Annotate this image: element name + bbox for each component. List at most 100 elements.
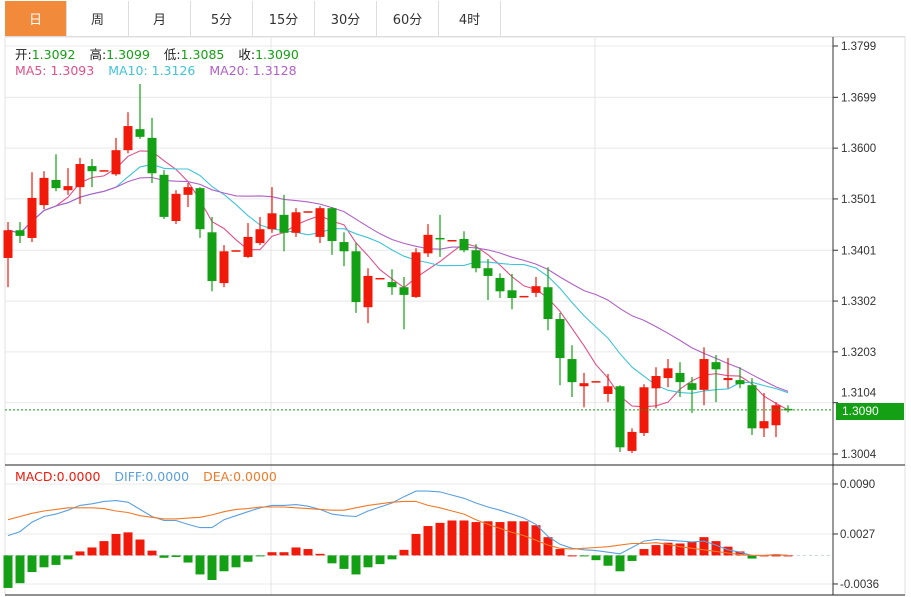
candle: [27, 172, 37, 243]
candle: [663, 359, 673, 388]
tab-30min[interactable]: 30分: [315, 1, 377, 36]
macd-bar: [399, 549, 409, 556]
candle: [219, 245, 229, 288]
tab-15min[interactable]: 15分: [253, 1, 315, 36]
candle: [195, 187, 205, 238]
candle: [567, 345, 577, 398]
candle-body: [519, 295, 529, 298]
candle-body: [111, 150, 121, 175]
candle-body: [135, 129, 145, 137]
candle-body: [243, 236, 253, 257]
macd-legend: MACD:0.0000 DIFF:0.0000 DEA:0.0000: [15, 469, 287, 484]
candle-body: [315, 208, 325, 237]
ohlc-legend: 开:1.3092 高:1.3099 低:1.3085 收:1.3090: [15, 44, 309, 63]
tab-5min[interactable]: 5分: [191, 1, 253, 36]
candle: [339, 232, 349, 267]
open-label: 开:: [15, 47, 32, 62]
candle-body: [507, 290, 517, 298]
macd-bar: [183, 555, 193, 563]
candle-body: [123, 126, 133, 151]
candle: [483, 258, 493, 301]
dea-value: DEA:0.0000: [203, 469, 277, 484]
price-tick-label: 1.3799: [841, 41, 876, 53]
macd-bar: [447, 520, 457, 556]
macd-bar: [555, 549, 565, 556]
macd-bar: [783, 555, 793, 557]
candle: [363, 268, 373, 324]
ma5-line: [7, 150, 789, 411]
price-tick-label: 1.3104: [841, 388, 877, 400]
candle: [759, 392, 769, 438]
macd-tick-label: 0.0090: [840, 479, 875, 491]
macd-bar: [591, 555, 601, 561]
macd-bar: [771, 555, 781, 557]
price-tick-label: 1.3004: [841, 449, 877, 461]
tab-60min[interactable]: 60分: [377, 1, 439, 36]
macd-bar: [195, 555, 205, 575]
candle-body: [39, 177, 49, 206]
macd-bar: [411, 533, 421, 556]
macd-bar: [219, 555, 229, 572]
price-tick-label: 1.3699: [841, 92, 876, 104]
candle-body: [567, 359, 577, 383]
macd-value: MACD:0.0000: [15, 469, 101, 484]
macd-bar: [267, 552, 277, 556]
candle: [435, 214, 445, 257]
macd-bar: [147, 550, 157, 556]
tab-day[interactable]: 日: [5, 1, 67, 36]
low-value: 1.3085: [180, 47, 225, 62]
candle-body: [51, 179, 61, 189]
candle: [123, 112, 133, 154]
candle-body: [531, 286, 541, 293]
tab-4hour[interactable]: 4时: [439, 1, 501, 36]
ma5-value: MA5: 1.3093: [15, 63, 95, 78]
candle: [519, 295, 529, 298]
candle: [171, 190, 181, 225]
price-tick-label: 1.3302: [841, 296, 876, 308]
candle-body: [147, 137, 157, 174]
candle: [351, 243, 361, 313]
candle-body: [591, 381, 601, 383]
candle-body: [327, 208, 337, 242]
candle-body: [3, 230, 13, 258]
candle: [615, 385, 625, 452]
candle: [135, 83, 145, 139]
ma20-line: [7, 176, 789, 392]
candle: [279, 194, 289, 252]
candle-body: [747, 385, 757, 429]
candle-body: [687, 383, 697, 390]
macd-bar: [639, 549, 649, 556]
candle-body: [675, 372, 685, 383]
candle-body: [291, 212, 301, 233]
tab-month[interactable]: 月: [129, 1, 191, 36]
candle: [723, 358, 733, 389]
candle: [207, 216, 217, 292]
tab-week[interactable]: 周: [67, 1, 129, 36]
price-tick-label: 1.3401: [841, 245, 876, 257]
macd-bar: [735, 551, 745, 556]
candle-body: [231, 250, 241, 252]
candle-body: [87, 166, 97, 172]
candle: [111, 137, 121, 176]
macd-tick-label: -0.0036: [840, 579, 879, 591]
macd-bar: [75, 551, 85, 556]
candle-body: [387, 282, 397, 288]
macd-bar: [651, 545, 661, 556]
candle-body: [255, 229, 265, 244]
candle: [651, 367, 661, 409]
candle: [495, 273, 505, 298]
candle: [231, 250, 241, 252]
candle-body: [399, 287, 409, 295]
candle: [747, 378, 757, 436]
macd-bar: [663, 542, 673, 556]
macd-bar: [567, 555, 577, 557]
candle-body: [555, 319, 565, 359]
macd-bar: [603, 555, 613, 566]
candle: [411, 248, 421, 298]
candle-body: [603, 386, 613, 394]
candle-body: [663, 368, 673, 379]
candle: [75, 157, 85, 205]
price-tick-label: 1.3600: [841, 143, 876, 155]
